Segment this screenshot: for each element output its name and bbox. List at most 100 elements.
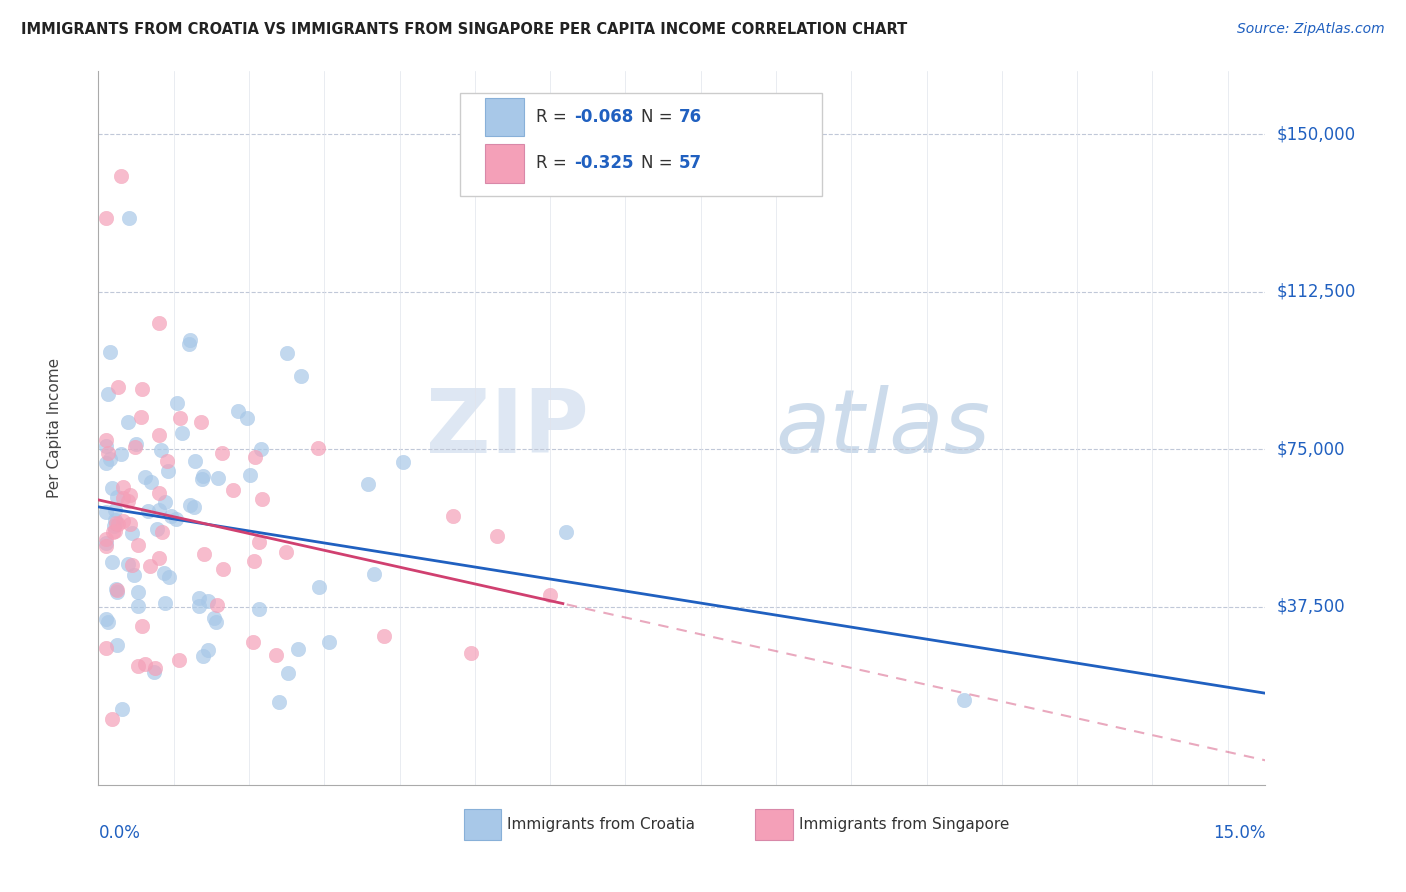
Point: [110, 447, 132, 461]
Text: Per Capita Income: Per Capita Income: [46, 358, 62, 499]
Point: [131, 619, 153, 633]
Point: [105, 582, 128, 596]
Point: [269, 695, 291, 709]
Point: [212, 562, 235, 576]
Point: [101, 482, 124, 496]
Point: [554, 524, 576, 539]
Point: [101, 555, 124, 569]
Point: [157, 465, 180, 479]
Text: -0.068: -0.068: [575, 108, 634, 126]
Point: [290, 368, 312, 383]
Point: [131, 382, 153, 396]
Point: [148, 486, 170, 500]
Point: [94, 456, 117, 470]
Point: [98, 452, 121, 467]
Point: [277, 666, 299, 681]
Point: [205, 599, 228, 613]
Point: [107, 380, 129, 394]
Point: [120, 488, 142, 502]
Point: [193, 548, 215, 562]
Text: ZIP: ZIP: [426, 384, 589, 472]
Point: [153, 494, 176, 508]
Point: [121, 558, 143, 573]
Point: [207, 471, 229, 485]
Point: [249, 442, 271, 457]
Text: -0.325: -0.325: [575, 154, 634, 172]
Point: [443, 509, 465, 524]
Point: [105, 490, 128, 504]
Point: [117, 211, 139, 226]
Point: [363, 567, 385, 582]
Point: [169, 410, 191, 425]
Text: IMMIGRANTS FROM CROATIA VS IMMIGRANTS FROM SINGAPORE PER CAPITA INCOME CORRELATI: IMMIGRANTS FROM CROATIA VS IMMIGRANTS FR…: [21, 22, 907, 37]
Point: [264, 648, 287, 662]
Text: Immigrants from Singapore: Immigrants from Singapore: [799, 817, 1010, 831]
Point: [104, 524, 127, 538]
Point: [197, 642, 219, 657]
Point: [170, 425, 193, 440]
Point: [94, 433, 117, 447]
Point: [94, 505, 117, 519]
Text: 57: 57: [679, 154, 702, 172]
Point: [98, 344, 121, 359]
Point: [111, 702, 134, 716]
Point: [134, 657, 156, 671]
Point: [391, 455, 413, 469]
Text: R =: R =: [536, 154, 572, 172]
Point: [118, 517, 141, 532]
Text: atlas: atlas: [775, 385, 990, 471]
Point: [134, 470, 156, 484]
Point: [94, 532, 117, 546]
Point: [190, 472, 212, 486]
Point: [167, 653, 190, 667]
Point: [187, 599, 209, 613]
Point: [190, 416, 212, 430]
Text: Immigrants from Croatia: Immigrants from Croatia: [508, 817, 695, 831]
Point: [104, 503, 127, 517]
Point: [104, 513, 127, 527]
Text: 0.0%: 0.0%: [98, 824, 141, 842]
FancyBboxPatch shape: [485, 98, 524, 136]
Point: [103, 518, 125, 533]
Point: [97, 615, 120, 630]
Point: [111, 480, 134, 494]
Point: [101, 524, 124, 539]
Point: [111, 491, 134, 506]
Text: R =: R =: [536, 108, 572, 126]
Point: [110, 169, 132, 184]
Point: [94, 211, 117, 226]
Text: N =: N =: [641, 154, 678, 172]
Point: [211, 445, 233, 459]
Point: [179, 333, 201, 347]
Point: [373, 630, 395, 644]
Point: [146, 522, 169, 536]
Point: [160, 509, 183, 524]
FancyBboxPatch shape: [755, 808, 793, 840]
Point: [117, 415, 139, 429]
Point: [226, 404, 249, 418]
Point: [94, 612, 117, 626]
Point: [127, 599, 149, 614]
Text: 76: 76: [679, 108, 702, 126]
Point: [127, 538, 149, 552]
Point: [250, 492, 273, 507]
Point: [236, 410, 259, 425]
Point: [276, 544, 298, 558]
Point: [460, 646, 482, 660]
Point: [276, 345, 298, 359]
Point: [202, 611, 225, 625]
Point: [122, 567, 145, 582]
Point: [307, 441, 329, 455]
Point: [153, 566, 176, 580]
Point: [94, 535, 117, 549]
Point: [247, 601, 270, 615]
Point: [101, 712, 124, 726]
Point: [148, 316, 170, 330]
Point: [148, 503, 170, 517]
Text: N =: N =: [641, 108, 678, 126]
Text: $75,000: $75,000: [1277, 440, 1346, 458]
Point: [242, 635, 264, 649]
Point: [243, 450, 266, 464]
Point: [104, 516, 127, 530]
Point: [139, 559, 162, 574]
